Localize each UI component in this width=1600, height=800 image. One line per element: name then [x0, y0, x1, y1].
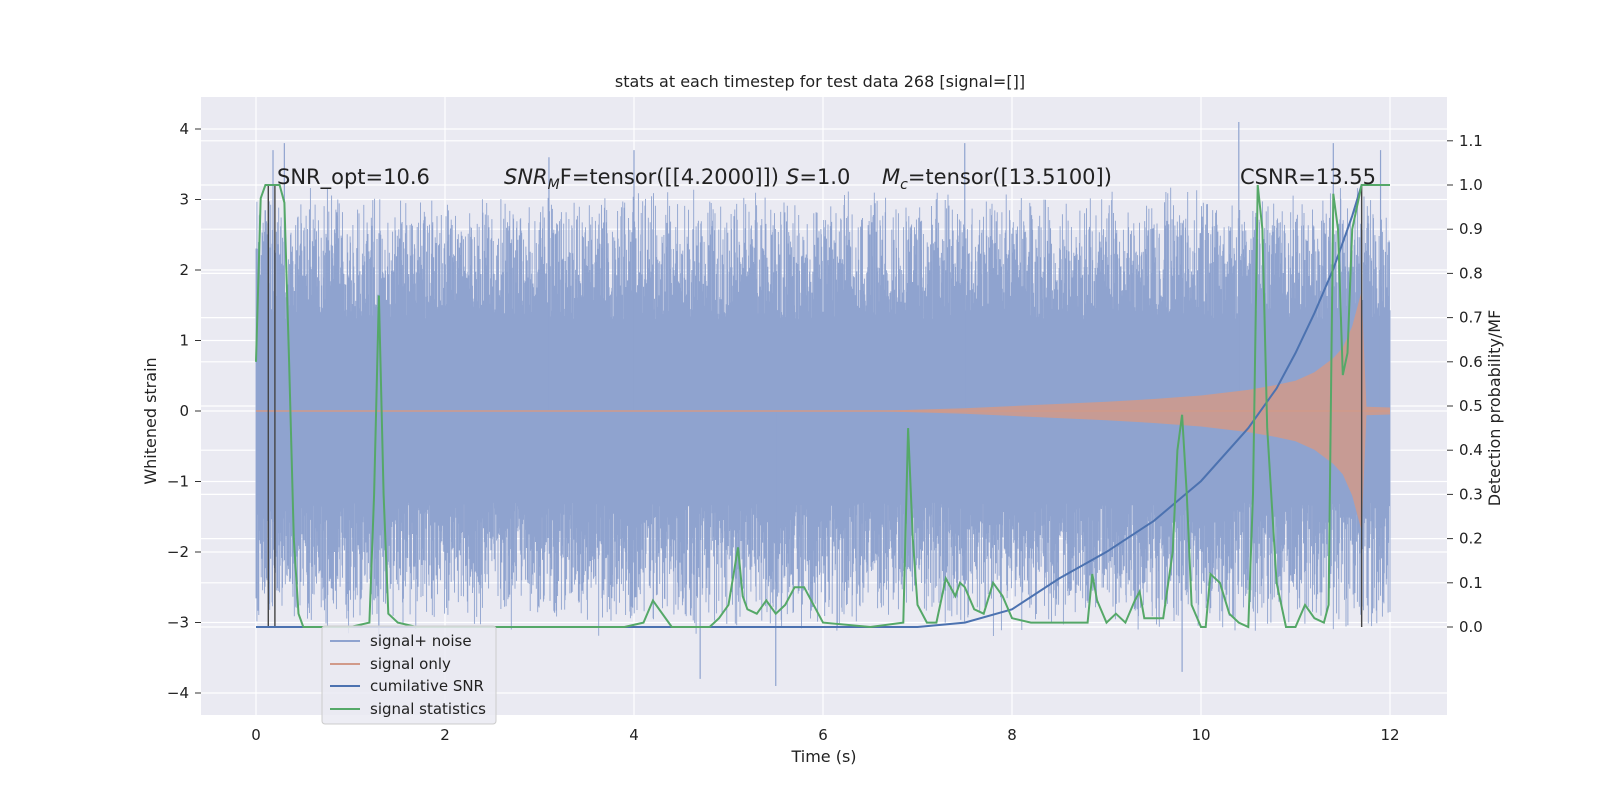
- annotation-snr-mf-label: SNR: [504, 165, 548, 189]
- signal-statistics-line: [255, 184, 1390, 629]
- y-right-tick-label: 0.9: [1459, 220, 1483, 238]
- y-axis-right-label: Detection probability/MF: [1485, 310, 1504, 507]
- x-axis-label: Time (s): [790, 747, 856, 766]
- x-tick-label: 0: [251, 726, 261, 744]
- series-signal-only: [256, 291, 1390, 531]
- legend-label-signal-only: signal only: [370, 655, 451, 673]
- y-right-tick-label: 0.5: [1459, 397, 1483, 415]
- annotation-s: S=1.0: [786, 165, 850, 189]
- annotation-s-value: =1.0: [799, 165, 850, 189]
- y-tick-label: 1: [179, 332, 189, 350]
- legend: signal+ noise signal only cumilative SNR…: [321, 625, 497, 725]
- y-tick-label: 3: [179, 191, 189, 209]
- annotation-csnr: CSNR=13.55: [1240, 165, 1376, 189]
- y-axis-label: Whitened strain: [141, 357, 160, 484]
- annotation-snr-opt: SNR_opt=10.6: [277, 165, 430, 190]
- x-tick-label: 6: [818, 726, 828, 744]
- annotation-mc-value: =tensor([13.5100]): [908, 165, 1112, 189]
- legend-label-signal-plus-noise: signal+ noise: [370, 632, 472, 650]
- annotation-snr-mf: SNRMF=tensor([[4.2000]]): [504, 165, 779, 193]
- y-right-tick-label: 0.7: [1459, 309, 1483, 327]
- x-tick-label: 8: [1007, 726, 1017, 744]
- y-right-tick-label: 0.6: [1459, 353, 1483, 371]
- x-tick-label: 10: [1191, 726, 1210, 744]
- legend-label-cumilative-snr: cumilative SNR: [370, 677, 484, 695]
- x-axis-ticks: 0 2 4 6 8 10 12: [251, 726, 1399, 744]
- annotation-mc: Mc=tensor([13.5100]): [882, 165, 1112, 193]
- y-right-tick-label: 0.1: [1459, 574, 1483, 592]
- y-right-tick-label: 1.1: [1459, 132, 1483, 150]
- y-axis-right-ticks: 0.0 0.1 0.2 0.3 0.4 0.5 0.6 0.7 0.8 0.9 1.0 1.1: [1447, 132, 1483, 636]
- chart-title: stats at each timestep for test data 268…: [615, 72, 1025, 91]
- legend-box: [321, 625, 497, 725]
- y-right-tick-label: 0.8: [1459, 264, 1483, 282]
- y-axis-ticks: −4 −3 −2 −1 0 1 2 3 4: [167, 120, 201, 702]
- y-tick-label: −3: [167, 614, 189, 632]
- annotation-snr-mf-rest: F=tensor([[4.2000]]): [560, 165, 779, 189]
- legend-label-signal-statistics: signal statistics: [370, 700, 486, 718]
- y-tick-label: 0: [179, 402, 189, 420]
- annotation-mc-sub: c: [900, 177, 908, 193]
- y-right-tick-label: 0.0: [1459, 618, 1483, 636]
- x-tick-label: 4: [629, 726, 639, 744]
- y-right-tick-label: 1.0: [1459, 176, 1483, 194]
- y-tick-label: −2: [167, 543, 189, 561]
- y-tick-label: −1: [167, 473, 189, 491]
- y-tick-label: 4: [179, 120, 189, 138]
- y-right-tick-label: 0.4: [1459, 441, 1483, 459]
- annotation-snr-mf-sub: M: [548, 177, 560, 193]
- annotation-mc-label: M: [882, 165, 900, 189]
- y-tick-label: −4: [167, 684, 189, 702]
- marker-lines: [267, 185, 1363, 627]
- y-right-tick-label: 0.3: [1459, 485, 1483, 503]
- y-right-tick-label: 0.2: [1459, 530, 1483, 548]
- x-tick-label: 12: [1380, 726, 1399, 744]
- x-tick-label: 2: [440, 726, 450, 744]
- series-signal-statistics: [255, 184, 1390, 629]
- y-tick-label: 2: [179, 261, 189, 279]
- annotation-s-label: S: [786, 165, 799, 189]
